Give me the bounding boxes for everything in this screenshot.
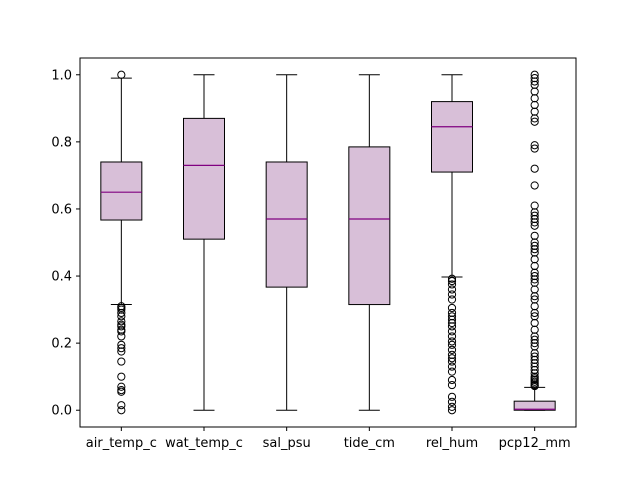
outlier-point	[530, 107, 539, 116]
plot-frame	[79, 57, 577, 428]
outlier-point	[447, 406, 457, 415]
outlier-point	[117, 308, 126, 318]
outlier-point	[530, 292, 539, 301]
outlier-point	[117, 347, 126, 356]
y-tick-label: 0.0	[51, 404, 72, 419]
outlier-point	[447, 276, 457, 286]
outlier-point	[530, 141, 539, 150]
outlier-point	[447, 354, 457, 363]
outlier-point	[530, 77, 539, 86]
boxes-layer	[100, 70, 556, 415]
axes-layer: 0.0 0.2 0.4 0.6 0.8 1.0 air_temp_c wat_temp_c sa…	[51, 57, 577, 451]
outlier-point	[530, 318, 539, 328]
outlier-point	[530, 221, 539, 230]
box-iqr	[513, 400, 556, 411]
x-tick-label: pcp12_mm	[499, 436, 571, 451]
x-tick-label: wat_temp_c	[165, 436, 243, 451]
x-tick-label: rel_hum	[426, 436, 478, 451]
outlier-point	[447, 274, 457, 283]
outlier-point	[530, 261, 539, 271]
x-tick-label: sal_psu	[263, 436, 311, 451]
outlier-point	[530, 117, 539, 126]
box-group-sal_psu	[265, 74, 308, 411]
outlier-point	[530, 114, 539, 123]
box-group-tide_cm	[348, 74, 391, 411]
box-iqr	[100, 161, 143, 221]
box-group-rel_hum	[431, 74, 473, 415]
outlier-point	[117, 312, 126, 321]
outlier-point	[447, 285, 457, 294]
outlier-point	[530, 231, 539, 240]
outlier-point	[447, 280, 457, 289]
box-group-wat_temp_c	[183, 74, 225, 411]
y-tick-label: 1.0	[51, 68, 72, 83]
box-group-air_temp_c	[100, 70, 143, 415]
outlier-point	[530, 94, 539, 103]
outlier-point	[530, 164, 539, 173]
x-tick-label: air_temp_c	[86, 436, 157, 451]
box-iqr	[265, 161, 308, 288]
outlier-point	[530, 245, 539, 254]
box-iqr	[183, 117, 225, 240]
outlier-point	[447, 337, 457, 346]
outlier-point	[530, 381, 539, 391]
outlier-point	[117, 406, 126, 415]
outlier-point	[447, 402, 457, 411]
outlier-point	[530, 218, 539, 227]
outlier-point	[447, 340, 457, 349]
outlier-point	[447, 290, 457, 299]
outlier-point	[447, 392, 457, 401]
outlier-point	[447, 397, 457, 406]
outlier-point	[117, 327, 126, 336]
y-tick-label: 0.6	[51, 202, 72, 217]
outlier-point	[447, 318, 457, 328]
outlier-point	[117, 357, 126, 366]
outlier-point	[447, 332, 457, 341]
outlier-point	[117, 372, 126, 381]
outlier-point	[530, 255, 539, 264]
outlier-point	[447, 322, 457, 331]
outlier-point	[530, 339, 539, 348]
outlier-point	[530, 308, 539, 318]
outlier-point	[117, 387, 126, 396]
y-tick-label: 0.4	[51, 270, 72, 285]
outlier-point	[530, 325, 539, 334]
box-iqr	[348, 146, 391, 306]
outlier-point	[530, 285, 539, 294]
outlier-point	[447, 375, 457, 385]
outlier-point	[447, 295, 457, 304]
outlier-point	[447, 380, 457, 390]
box-group-pcp12_mm	[513, 70, 556, 411]
outlier-point	[117, 332, 126, 341]
outlier-point	[447, 357, 457, 366]
outlier-point	[447, 367, 457, 376]
outlier-point	[117, 317, 126, 326]
outlier-point	[530, 201, 539, 210]
outlier-point	[117, 322, 126, 331]
outlier-point	[530, 100, 539, 110]
outlier-point	[530, 275, 539, 284]
y-tick-label: 0.8	[51, 135, 72, 150]
outlier-point	[530, 302, 539, 311]
y-tick-label: 0.2	[51, 337, 72, 352]
outlier-point	[530, 144, 539, 153]
outlier-point	[447, 327, 457, 336]
x-tick-label: tide_cm	[344, 436, 395, 451]
outlier-point	[117, 344, 126, 353]
outlier-point	[117, 382, 126, 391]
outlier-point	[447, 345, 457, 354]
outlier-point	[447, 303, 457, 313]
box-iqr	[431, 101, 473, 173]
outlier-point	[117, 70, 126, 79]
outlier-point	[447, 362, 457, 371]
outlier-point	[530, 181, 539, 190]
outlier-point	[117, 401, 126, 410]
outlier-point	[530, 87, 539, 96]
